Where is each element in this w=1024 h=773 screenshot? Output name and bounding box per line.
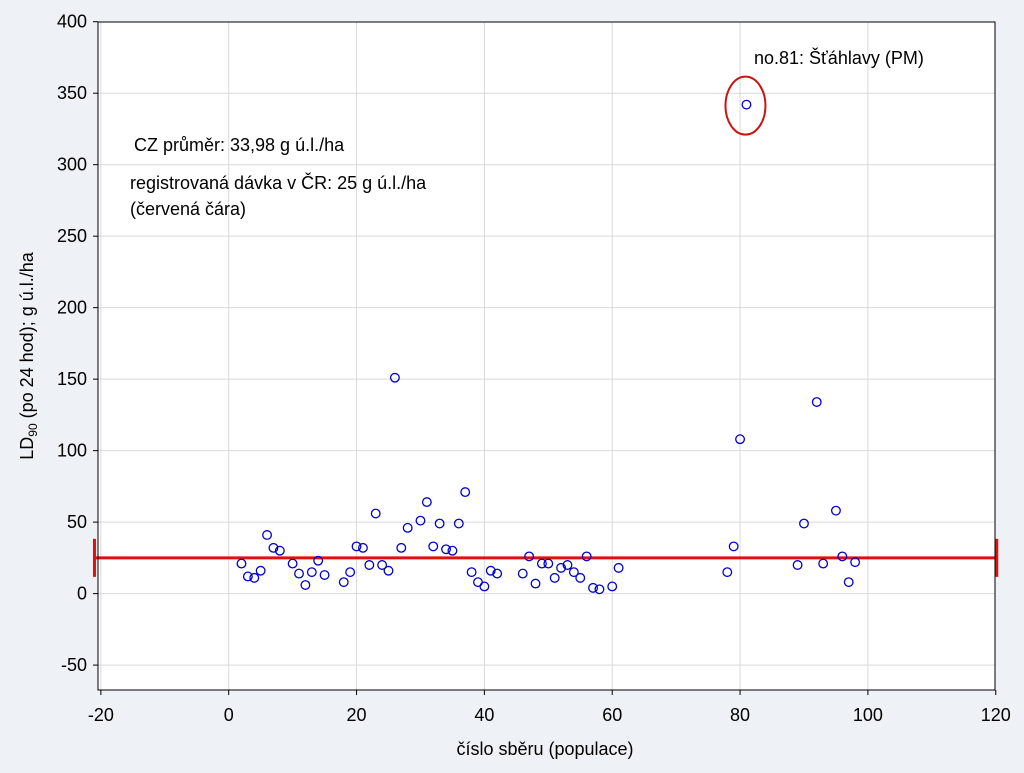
data-point [799, 518, 809, 529]
y-tick-label: 0 [77, 584, 87, 604]
data-point [268, 542, 279, 553]
plot-area [98, 22, 995, 690]
mean-annotation: CZ průměr: 33,98 g ú.l./ha [134, 135, 345, 155]
data-point [274, 545, 285, 556]
x-tick-label: 120 [981, 705, 1011, 725]
dose-annotation: registrovaná dávka v ČR: 25 g ú.l./ha [130, 172, 427, 193]
data-point [735, 434, 746, 445]
data-point [441, 544, 451, 555]
x-tick-label: 40 [474, 705, 494, 725]
data-point [242, 571, 253, 582]
y-tick-label: 50 [67, 512, 87, 532]
data-point [588, 582, 598, 593]
data-point [434, 518, 445, 529]
data-point [792, 560, 803, 570]
y-tick-label: 200 [57, 298, 87, 318]
data-point [396, 542, 407, 553]
y-tick-label: -50 [61, 655, 87, 675]
highlight-layer [724, 75, 767, 136]
data-point [306, 567, 317, 578]
data-point [249, 572, 260, 583]
data-point [549, 572, 560, 583]
highlight-ellipse [724, 75, 767, 136]
data-point [389, 372, 400, 383]
highlight-label: no.81: Šťáhlavy (PM) [754, 47, 924, 68]
data-point [319, 570, 330, 580]
data-point [524, 551, 535, 562]
x-tick-label: 80 [730, 705, 750, 725]
data-point [383, 565, 394, 576]
data-point [613, 562, 624, 573]
y-tick-label: 150 [57, 369, 87, 389]
data-point [741, 99, 752, 110]
data-point [300, 580, 311, 590]
data-point [313, 555, 324, 566]
data-point [460, 487, 471, 498]
data-point [415, 515, 426, 526]
data-point [568, 567, 579, 578]
y-tick-label: 100 [57, 441, 87, 461]
y-axis-label: LD90 (po 24 hod); g ú.l./ha [17, 251, 40, 459]
data-point [543, 558, 554, 569]
y-axis-label-rest: (po 24 hod); g ú.l./ha [17, 251, 37, 423]
x-tick-label: 60 [602, 705, 622, 725]
x-tick-label: 20 [347, 705, 367, 725]
data-point [607, 581, 618, 592]
data-point [556, 562, 567, 573]
data-point [517, 568, 528, 579]
data-point [345, 567, 356, 578]
data-point [351, 541, 362, 552]
data-point [575, 572, 586, 583]
data-point [466, 567, 477, 578]
data-point [830, 505, 841, 516]
data-point [594, 584, 605, 595]
data-point [364, 560, 375, 570]
y-tick-label: 400 [57, 12, 87, 32]
x-tick-label: -20 [88, 705, 114, 725]
data-point [255, 565, 266, 576]
data-point [728, 541, 739, 552]
data-point [850, 557, 861, 568]
data-point [843, 577, 854, 588]
y-axis-label-main: LD [17, 437, 37, 460]
data-point [294, 568, 304, 579]
dose-note-annotation: (červená čára) [130, 199, 246, 219]
data-point [357, 542, 368, 553]
data-point [428, 541, 439, 552]
data-point [562, 560, 573, 570]
y-axis-ticks: -50 0 50 100 150 200 250 300 350 400 [57, 12, 98, 675]
y-axis-label-subscript: 90 [26, 423, 40, 437]
data-point [811, 397, 822, 407]
data-point [453, 518, 464, 529]
data-points [236, 99, 861, 595]
data-point [402, 522, 413, 533]
data-point [492, 568, 503, 579]
y-tick-label: 250 [57, 226, 87, 246]
data-point [536, 558, 547, 569]
data-point [530, 578, 541, 589]
data-point [837, 551, 848, 562]
data-point [485, 565, 496, 576]
data-point [236, 558, 247, 569]
data-point [479, 581, 490, 592]
data-point [262, 530, 273, 540]
plot-frame [97, 21, 996, 691]
data-point [581, 551, 592, 562]
x-tick-label: 0 [224, 705, 234, 725]
data-point [370, 508, 381, 519]
y-tick-label: 300 [57, 155, 87, 175]
data-point [447, 545, 458, 556]
x-axis-ticks: -20 0 20 40 60 80 100 120 [88, 690, 1011, 725]
x-tick-label: 100 [853, 705, 883, 725]
data-point [377, 560, 388, 570]
y-tick-label: 350 [57, 83, 87, 103]
data-point [338, 577, 349, 588]
data-point [287, 558, 298, 569]
x-axis-label: číslo sběru (populace) [456, 739, 633, 759]
data-point [722, 567, 733, 578]
data-point [421, 497, 432, 508]
data-point [818, 558, 829, 569]
